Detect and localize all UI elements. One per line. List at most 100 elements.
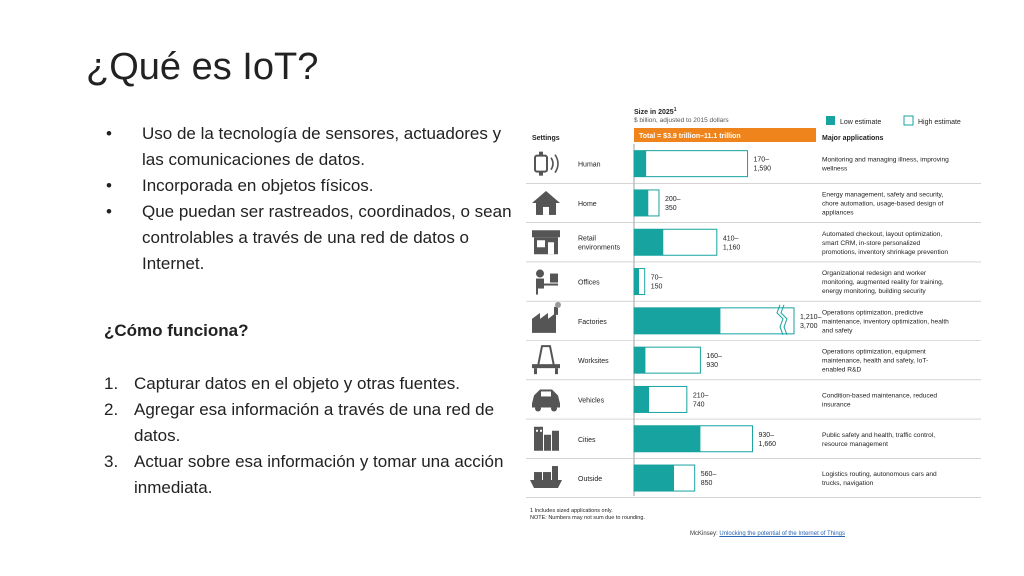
- application-text: Operations optimization, predictive: [822, 309, 923, 316]
- window: [537, 240, 545, 248]
- desk: [544, 283, 558, 286]
- how-it-works-heading: ¿Cómo funciona?: [104, 321, 249, 340]
- bar-high-estimate: [633, 150, 749, 178]
- bar-value-label: 410–: [723, 235, 739, 242]
- application-text: insurance: [822, 401, 851, 408]
- application-text: Operations optimization, equipment: [822, 349, 926, 356]
- legend-high-label: High estimate: [918, 119, 961, 126]
- bar-low-estimate: [634, 268, 639, 295]
- step-item: 2. Agregar esa información a través de un…: [104, 397, 504, 449]
- building: [552, 430, 559, 451]
- cargo-ship-icon: [530, 466, 562, 489]
- step-item: 3. Actuar sobre esa información y tomar u…: [104, 449, 504, 501]
- source-link[interactable]: Unlocking the potential of the Internet …: [719, 531, 845, 537]
- bar-low-estimate: [634, 150, 647, 177]
- bullet-dot: •: [106, 202, 112, 221]
- application-text: wellness: [821, 166, 848, 173]
- bar-value-label: 3,700: [800, 323, 818, 330]
- bullet-dot: •: [106, 176, 112, 195]
- bar-low-estimate: [634, 386, 649, 413]
- bar-low-estimate: [634, 347, 646, 374]
- step-number: 2.: [104, 400, 119, 419]
- bar-value-label: 1,660: [759, 441, 777, 448]
- source-citation: McKinsey: Unlocking the potential of the…: [690, 531, 845, 537]
- watch-strap: [539, 171, 543, 176]
- bar-value-label: 170–: [754, 157, 770, 164]
- chimney: [554, 306, 558, 315]
- application-text: Automated checkout, layout optimization,: [822, 231, 942, 238]
- bullet-text: Que puedan ser rastreados, coordinados, …: [142, 202, 512, 273]
- car-icon: [532, 389, 560, 412]
- setting-label: Human: [578, 162, 601, 169]
- axis-break-mark: [776, 304, 784, 336]
- roof: [532, 190, 560, 203]
- axis-break-mark: [780, 304, 788, 336]
- bar-value-label: 350: [665, 205, 677, 212]
- bar-low-estimate: [634, 425, 701, 452]
- total-label: Total = $3.9 trillion–11.1 trillion: [639, 133, 741, 140]
- legend-high-swatch: [903, 115, 914, 126]
- bar-low-estimate: [634, 189, 649, 216]
- wheel: [551, 405, 557, 412]
- bullet-item: • Incorporada en objetos físicos.: [104, 173, 524, 199]
- human-wearable-icon: [534, 151, 559, 176]
- setting-label: Cities: [578, 437, 596, 444]
- application-text: enabled R&D: [822, 367, 861, 374]
- step-text: Capturar datos en el objeto y otras fuen…: [134, 374, 461, 393]
- bullet-item: • Uso de la tecnología de sensores, actua…: [104, 121, 524, 173]
- bar-value-label: 1,210–: [800, 314, 822, 321]
- bar-value-label: 930: [706, 362, 718, 369]
- step-text: Actuar sobre esa información y tomar una…: [134, 452, 504, 497]
- application-text: appliances: [822, 209, 854, 216]
- application-text: Monitoring and managing illness, improvi…: [822, 157, 949, 164]
- setting-label: Home: [578, 201, 597, 208]
- setting-label: Factories: [578, 319, 607, 326]
- bar-value-label: 160–: [706, 353, 722, 360]
- application-text: smart CRM, in-store personalized: [822, 240, 921, 247]
- smoke: [555, 301, 561, 308]
- setting-label: Retail: [578, 235, 596, 242]
- car-body: [532, 389, 560, 408]
- legend-low-swatch: [826, 116, 835, 125]
- building: [544, 434, 551, 451]
- bullet-text: Incorporada en objetos físicos.: [142, 176, 374, 195]
- setting-label: Worksites: [578, 358, 609, 365]
- bar-value-label: 1,590: [754, 166, 772, 173]
- application-text: maintenance, inventory optimization, hea…: [822, 318, 949, 325]
- bar-value-label: 930–: [759, 432, 775, 439]
- step-text: Agregar esa información a través de una …: [134, 400, 495, 445]
- step-number: 3.: [104, 452, 119, 471]
- bar-low-estimate: [634, 465, 674, 492]
- application-text: Energy management, safety and security,: [822, 191, 943, 198]
- torso: [536, 278, 544, 289]
- application-text: maintenance, health and safety, IoT-: [822, 358, 928, 365]
- head: [536, 269, 544, 278]
- bar-value-label: 210–: [693, 392, 709, 399]
- source-prefix: McKinsey:: [690, 531, 718, 537]
- application-text: monitoring, augmented reality for traini…: [822, 279, 944, 286]
- bridge: [552, 466, 558, 481]
- bar-low-estimate: [634, 229, 664, 256]
- legend-low-label: Low estimate: [840, 119, 881, 126]
- city-icon: [534, 426, 559, 451]
- size-title-superscript: 1: [674, 107, 677, 113]
- bar-value-label: 740: [693, 401, 705, 408]
- application-text: Public safety and health, traffic contro…: [822, 432, 935, 439]
- derrick: [536, 345, 556, 368]
- tower: [534, 426, 543, 451]
- chair-leg: [536, 288, 538, 295]
- platform: [532, 364, 560, 369]
- application-text: energy monitoring, building security: [822, 288, 926, 295]
- monitor: [550, 273, 558, 283]
- wheel: [535, 405, 541, 412]
- setting-label: Vehicles: [578, 397, 605, 404]
- bar-value-label: 200–: [665, 196, 681, 203]
- office-worker-icon: [536, 269, 558, 295]
- step-item: 1. Capturar datos en el objeto y otras fu…: [104, 371, 504, 397]
- bar-value-label: 150: [651, 284, 663, 291]
- factory-icon: [532, 301, 561, 333]
- leg: [534, 368, 537, 375]
- window: [540, 429, 542, 432]
- application-text: Logistics routing, autonomous cars and: [822, 471, 937, 478]
- application-text: Condition-based maintenance, reduced: [822, 392, 937, 399]
